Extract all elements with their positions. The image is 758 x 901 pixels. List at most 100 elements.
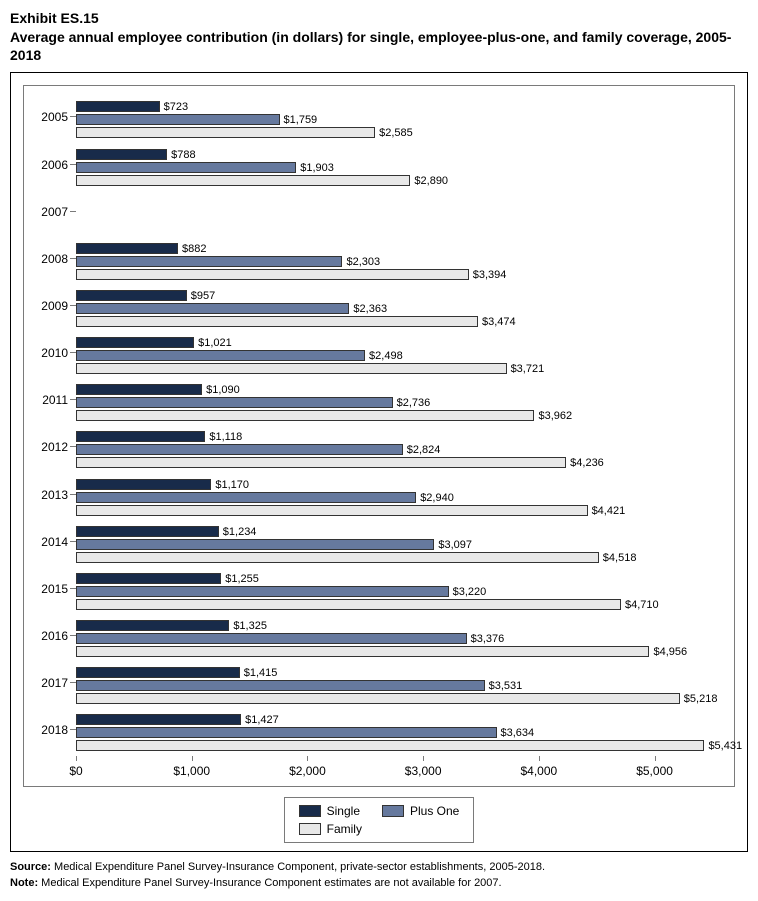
bar-plusone [76,114,280,125]
year-label: 2006 [28,158,68,172]
year-group: 2007 [76,191,724,238]
bar-plusone [76,162,296,173]
bar-value-label: $788 [171,149,195,161]
bar-value-label: $1,415 [244,667,278,679]
bar-value-label: $4,421 [592,505,626,517]
plot-area: 2005$723$1,759$2,585 2006 $788 $1,903 $2,890… [23,85,735,787]
bar-value-label: $1,090 [206,384,240,396]
bar-value-label: $2,363 [353,303,387,315]
bar-value-label: $2,940 [420,492,454,504]
bar-value-label: $4,236 [570,457,604,469]
bar-value-label: $2,736 [397,397,431,409]
bar-value-label: $3,721 [511,363,545,375]
bar-plusone [76,256,342,267]
bar-family [76,505,588,516]
x-tick [655,756,656,761]
bar-value-label: $3,097 [438,539,472,551]
bar-plusone [76,350,365,361]
year-label: 2016 [28,629,68,643]
year-label: 2008 [28,252,68,266]
bar-value-label: $1,903 [300,162,334,174]
bar-value-label: $5,218 [684,693,718,705]
bar-value-label: $3,962 [538,410,572,422]
legend-swatch-single [299,805,321,817]
year-label: 2011 [28,393,68,407]
bar-single [76,384,202,395]
x-tick-label: $2,000 [289,764,326,778]
bar-single [76,290,187,301]
bar-value-label: $2,890 [414,175,448,187]
bar-single [76,149,167,160]
year-group: 2015$1,255$3,220$4,710 [76,568,724,615]
bar-plusone [76,633,467,644]
bar-single [76,243,178,254]
source-text: Medical Expenditure Panel Survey-Insuran… [51,861,545,873]
bar-value-label: $3,474 [482,316,516,328]
bar-value-label: $2,498 [369,350,403,362]
bar-plusone [76,680,485,691]
x-tick-label: $1,000 [173,764,210,778]
footnotes: Source: Medical Expenditure Panel Survey… [10,860,748,891]
bar-single [76,714,241,725]
year-group: 2009$957$2,363$3,474 [76,285,724,332]
legend-item-family: Family [299,822,362,836]
exhibit-container: Exhibit ES.15 Average annual employee co… [10,10,748,891]
year-group: 2011$1,090$2,736$3,962 [76,379,724,426]
bar-value-label: $5,431 [708,740,742,752]
bar-value-label: $1,255 [225,573,259,585]
year-label: 2018 [28,723,68,737]
bar-value-label: $3,531 [489,680,523,692]
bar-family [76,127,375,138]
bar-value-label: $1,427 [245,714,279,726]
year-group: 2016$1,325$3,376$4,956 [76,615,724,662]
exhibit-number: Exhibit ES.15 [10,10,748,26]
legend-swatch-plusone [382,805,404,817]
source-label: Source: [10,861,51,873]
year-group: 2008$882$2,303$3,394 [76,238,724,285]
legend: Single Plus One Family [23,797,735,843]
year-label: 2005 [28,110,68,124]
bar-plusone [76,539,434,550]
bar-value-label: $957 [191,290,215,302]
year-label: 2013 [28,488,68,502]
year-label: 2017 [28,676,68,690]
bar-single [76,431,205,442]
bar-family [76,693,680,704]
bar-family [76,363,507,374]
bar-single [76,101,160,112]
legend-item-single: Single [299,804,362,818]
bar-value-label: $2,824 [407,444,441,456]
x-tick [76,756,77,761]
bar-family [76,646,649,657]
year-group: 2005$723$1,759$2,585 [76,96,724,143]
bar-single [76,620,229,631]
bar-value-label: $1,021 [198,337,232,349]
year-label: 2009 [28,299,68,313]
bar-plusone [76,727,497,738]
year-group: 2018$1,427$3,634$5,431 [76,709,724,756]
year-label: 2015 [28,582,68,596]
bar-single [76,667,240,678]
x-tick [192,756,193,761]
year-group: 2012$1,118$2,824$4,236 [76,426,724,473]
x-tick-label: $5,000 [636,764,673,778]
year-group: 2014$1,234$3,097$4,518 [76,521,724,568]
legend-label-single: Single [327,804,360,818]
bar-value-label: $2,585 [379,127,413,139]
legend-label-plusone: Plus One [410,804,459,818]
bars-region: 2005$723$1,759$2,5852006$788$1,903$2,890… [76,96,724,756]
bar-plusone [76,586,449,597]
year-group: 2013$1,170$2,940$4,421 [76,474,724,521]
chart-box: 2005$723$1,759$2,585 2006 $788 $1,903 $2,890… [10,72,748,852]
x-axis: $0$1,000$2,000$3,000$4,000$5,000 [76,756,724,786]
legend-box: Single Plus One Family [284,797,475,843]
year-tick [70,211,76,212]
year-label: 2014 [28,535,68,549]
bar-value-label: $4,956 [653,646,687,658]
bar-plusone [76,492,416,503]
year-label: 2010 [28,346,68,360]
bar-family [76,552,599,563]
bar-plusone [76,303,349,314]
bar-plusone [76,397,393,408]
exhibit-title: Average annual employee contribution (in… [10,28,748,64]
